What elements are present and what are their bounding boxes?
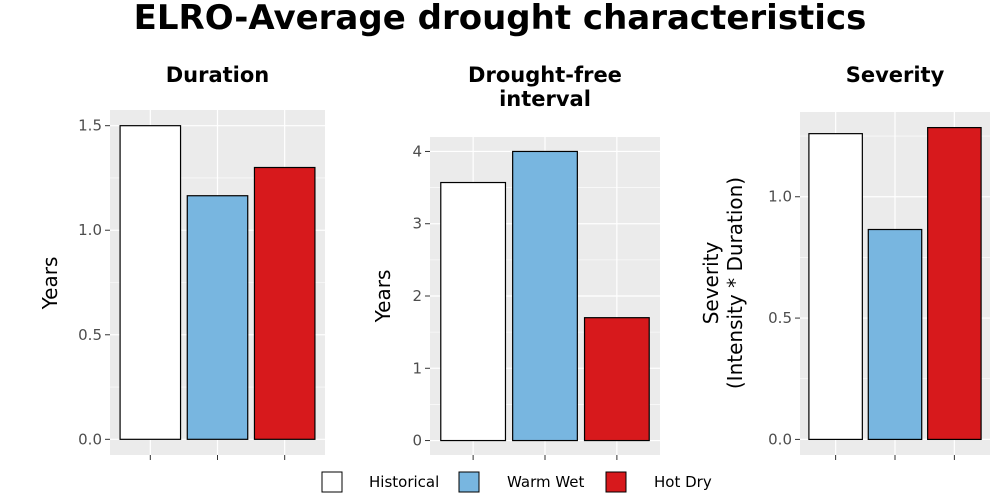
y-tick-label: 4: [412, 142, 422, 160]
panel-1: 0.0 0.5 1.0 1.5 Duration Years: [38, 63, 325, 460]
y-axis-label: Years: [371, 270, 395, 324]
y-axis-label-line: Years: [38, 257, 62, 311]
panel-title: Severity: [846, 63, 945, 87]
bar-warm-wet: [186, 195, 249, 440]
legend-label: Hot Dry: [654, 473, 712, 491]
bar-historical: [119, 125, 182, 440]
legend: Historical Warm Wet Hot Dry: [321, 471, 712, 493]
panel-title: Duration: [166, 63, 270, 87]
y-axis-label-line: Years: [371, 270, 395, 324]
y-axis-label-line: (Intensity * Duration): [723, 177, 747, 389]
bar-historical: [808, 133, 863, 441]
legend-key-warm-wet: [458, 471, 480, 493]
bar-hot-dry: [927, 126, 982, 441]
y-tick-label: 0.0: [78, 430, 102, 448]
panel-title: interval: [499, 87, 591, 111]
y-tick-label: 0.0: [768, 430, 792, 448]
bar-warm-wet: [512, 150, 578, 442]
legend-key-hot-dry: [605, 471, 627, 493]
y-tick-label: 1: [412, 359, 422, 377]
panel-title: Drought-free: [468, 63, 622, 87]
bar-historical: [440, 181, 507, 442]
legend-label: Historical: [369, 473, 439, 491]
figure-title: ELRO-Average drought characteristics: [133, 0, 867, 38]
y-tick-label: 1.0: [768, 188, 792, 206]
legend-label: Warm Wet: [507, 473, 585, 491]
y-tick-label: 1.5: [78, 117, 102, 135]
legend-key-historical: [321, 471, 343, 493]
bar-warm-wet: [867, 228, 923, 441]
y-axis-label: Years: [38, 257, 62, 311]
y-tick-label: 3: [412, 215, 422, 233]
y-tick-label: 0.5: [78, 326, 102, 344]
y-tick-label: 1.0: [78, 221, 102, 239]
y-tick-label: 0: [412, 432, 422, 450]
bar-hot-dry: [253, 166, 316, 440]
y-tick-label: 0.5: [768, 309, 792, 327]
y-axis-label-line: Severity: [699, 242, 723, 325]
y-tick-label: 2: [412, 287, 422, 305]
bar-hot-dry: [583, 317, 650, 442]
y-axis-label: Severity(Intensity * Duration): [699, 177, 747, 389]
